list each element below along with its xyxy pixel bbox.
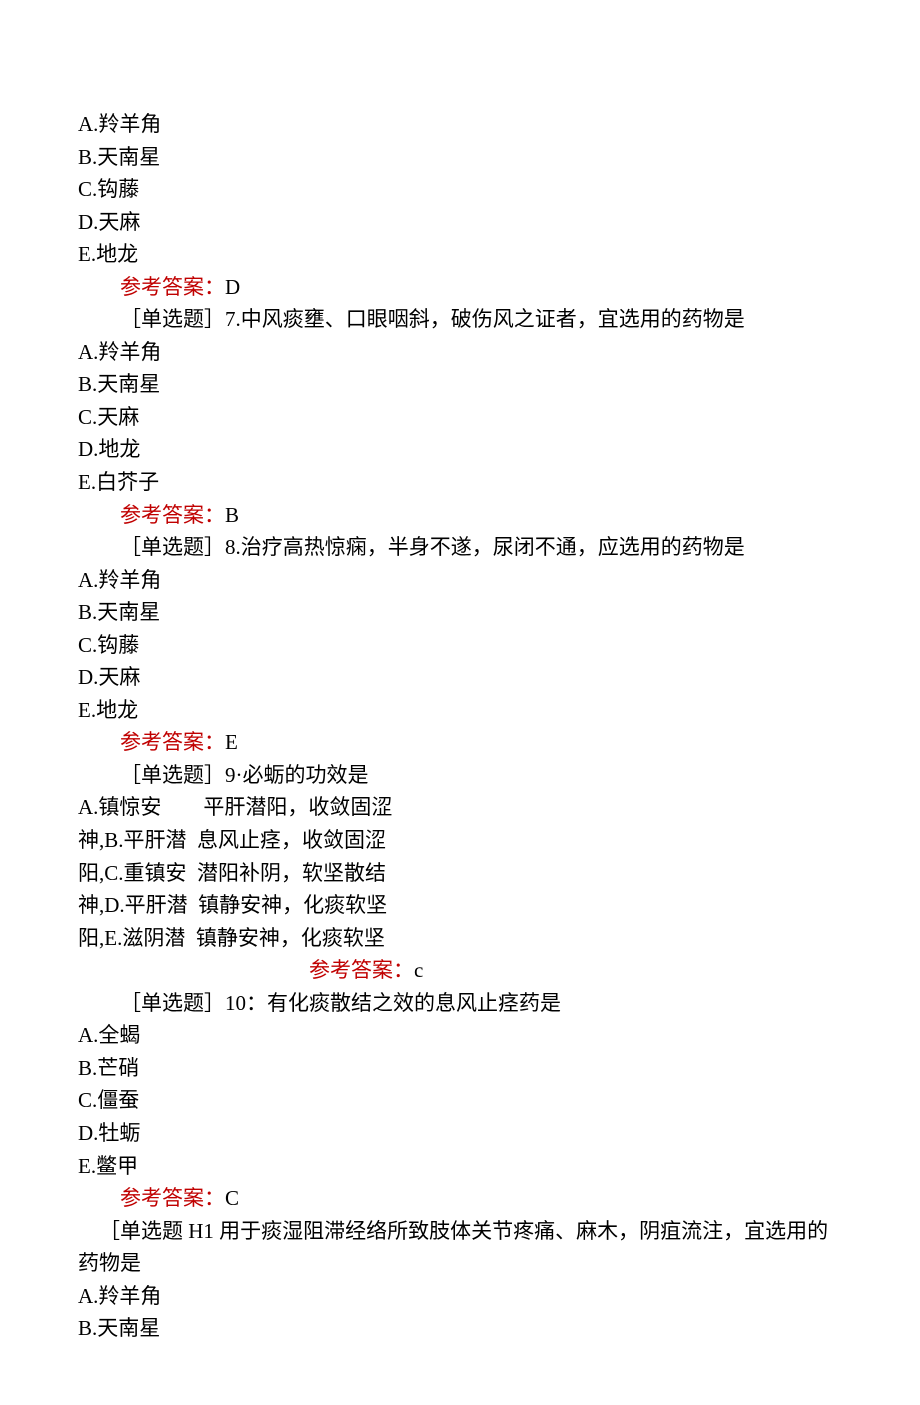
answer-letter: c [414, 958, 423, 982]
option: C.僵蚕 [78, 1084, 842, 1117]
option: 神,B.平肝潜 息风止痉，收敛固涩 [78, 824, 842, 857]
question-block: ［单选题 H1 用于痰湿阻滞经络所致肢体关节疼痛、麻木，阴疽流注，宜选用的药物是… [78, 1215, 842, 1345]
question-block: ［单选题］7.中风痰壅、口眼咽斜，破伤风之证者，宜选用的药物是A.羚羊角B.天南… [78, 303, 842, 531]
option: A.全蝎 [78, 1019, 842, 1052]
option: E.地龙 [78, 694, 842, 727]
option: A.羚羊角 [78, 1280, 842, 1313]
question-text: ［单选题 H1 用于痰湿阻滞经络所致肢体关节疼痛、麻木，阴疽流注，宜选用的药物是 [78, 1215, 842, 1280]
option: 阳,E.滋阴潜 镇静安神，化痰软坚 [78, 922, 842, 955]
option: A.镇惊安 平肝潜阳，收敛固涩 [78, 791, 842, 824]
answer-label: 参考答案： [120, 1186, 225, 1210]
answer-label: 参考答案： [309, 958, 414, 982]
option: E.地龙 [78, 238, 842, 271]
answer-line: 参考答案：E [78, 726, 842, 759]
option: B.天南星 [78, 141, 842, 174]
option: A.羚羊角 [78, 564, 842, 597]
answer-line: 参考答案：D [78, 271, 842, 304]
answer-line: 参考答案：B [78, 499, 842, 532]
option: B.天南星 [78, 1312, 842, 1345]
option: B.天南星 [78, 368, 842, 401]
answer-line: 参考答案：C [78, 1182, 842, 1215]
answer-label: 参考答案： [120, 503, 225, 527]
option: D.天麻 [78, 206, 842, 239]
answer-label: 参考答案： [120, 730, 225, 754]
question-block: ［单选题］9·必蛎的功效是A.镇惊安 平肝潜阳，收敛固涩神,B.平肝潜 息风止痉… [78, 759, 842, 987]
option: A.羚羊角 [78, 108, 842, 141]
question-text: ［单选题］10：有化痰散结之效的息风止痉药是 [78, 987, 842, 1020]
question-text: ［单选题］7.中风痰壅、口眼咽斜，破伤风之证者，宜选用的药物是 [78, 303, 842, 336]
answer-letter: D [225, 275, 240, 299]
question-text: ［单选题］9·必蛎的功效是 [78, 759, 842, 792]
option: D.牡蛎 [78, 1117, 842, 1150]
question-text: ［单选题］8.治疗高热惊痫，半身不遂，尿闭不通，应选用的药物是 [78, 531, 842, 564]
option: A.羚羊角 [78, 336, 842, 369]
answer-letter: E [225, 730, 238, 754]
answer-letter: C [225, 1186, 239, 1210]
option: B.天南星 [78, 596, 842, 629]
option: D.天麻 [78, 661, 842, 694]
answer-letter: B [225, 503, 239, 527]
option: B.芒硝 [78, 1052, 842, 1085]
option: E.白芥子 [78, 466, 842, 499]
option: C.钩藤 [78, 173, 842, 206]
option: C.天麻 [78, 401, 842, 434]
answer-line: 参考答案：c [78, 954, 842, 987]
option: 神,D.平肝潜 镇静安神，化痰软坚 [78, 889, 842, 922]
question-block: A.羚羊角B.天南星C.钩藤D.天麻E.地龙参考答案：D [78, 108, 842, 303]
option: 阳,C.重镇安 潜阳补阴，软坚散结 [78, 857, 842, 890]
question-block: ［单选题］10：有化痰散结之效的息风止痉药是A.全蝎B.芒硝C.僵蚕D.牡蛎E.… [78, 987, 842, 1215]
option: E.鳖甲 [78, 1150, 842, 1183]
option: C.钩藤 [78, 629, 842, 662]
question-block: ［单选题］8.治疗高热惊痫，半身不遂，尿闭不通，应选用的药物是A.羚羊角B.天南… [78, 531, 842, 759]
answer-label: 参考答案： [120, 275, 225, 299]
option: D.地龙 [78, 433, 842, 466]
